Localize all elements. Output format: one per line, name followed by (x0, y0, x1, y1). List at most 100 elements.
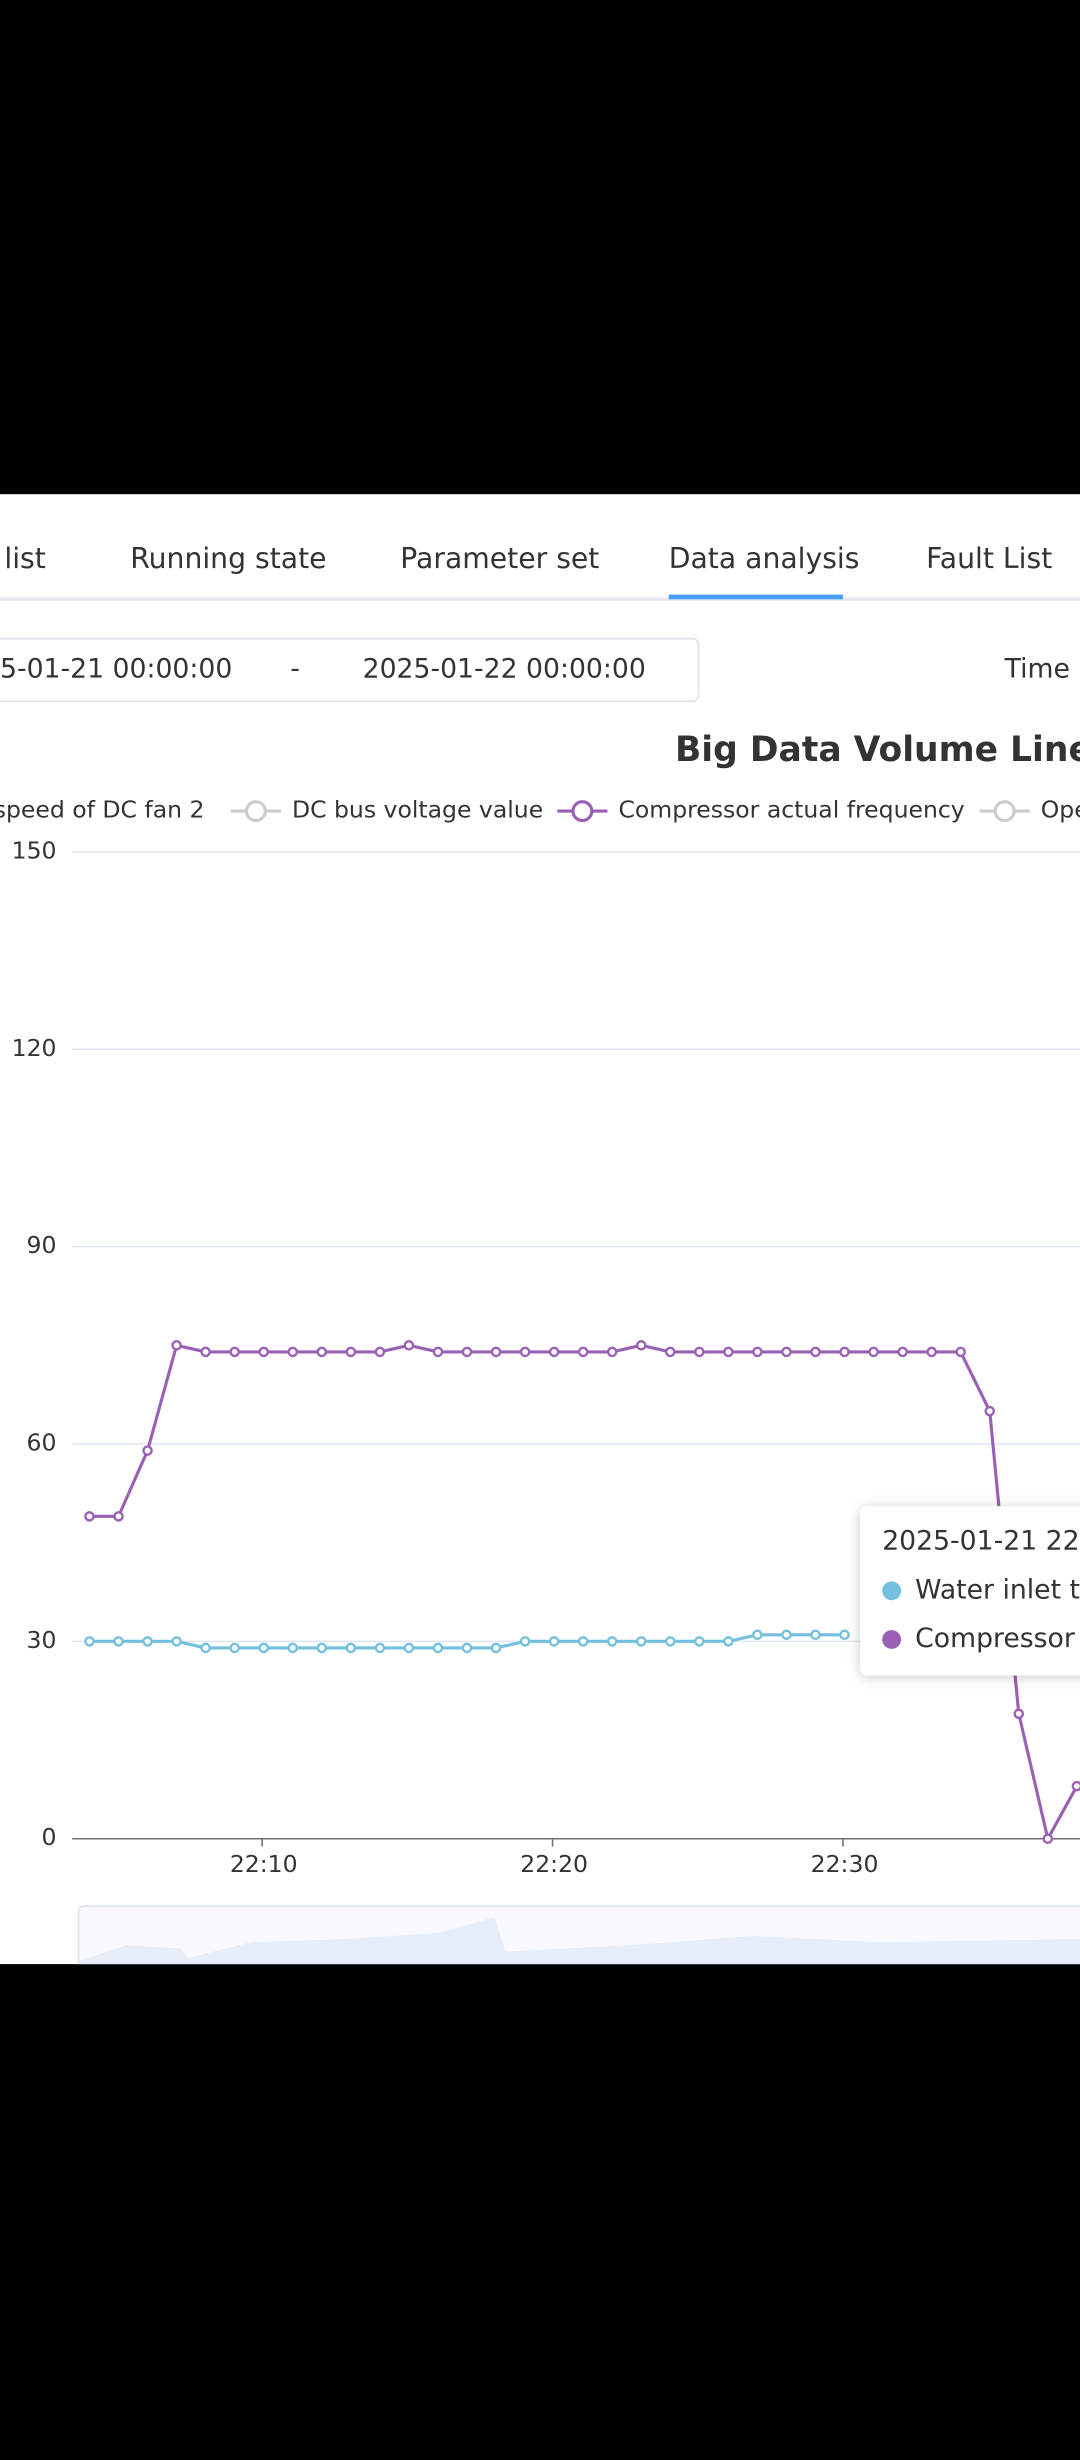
active-tab-underline (668, 594, 843, 600)
tab[interactable]: Data analysis (669, 542, 860, 575)
tooltip-dot (882, 1581, 902, 1601)
data-point (635, 1340, 647, 1351)
data-point (781, 1629, 792, 1641)
data-point (752, 1629, 763, 1641)
data-point (955, 1346, 966, 1358)
data-point (519, 1636, 531, 1647)
data-point (810, 1346, 821, 1358)
data-point (897, 1346, 908, 1358)
y-tick-label: 30 (27, 1626, 57, 1654)
data-point (374, 1346, 386, 1358)
data-point (984, 1405, 995, 1417)
data-point (490, 1346, 502, 1358)
data-point (665, 1636, 676, 1647)
data-point (461, 1346, 473, 1358)
data-point (84, 1511, 95, 1522)
data-point (723, 1346, 734, 1358)
panel (0, 494, 1080, 1965)
time-label: Time (1004, 653, 1070, 684)
data-point (868, 1346, 879, 1358)
tab[interactable]: Fault List (926, 542, 1052, 575)
x-tick-label: 22:20 (520, 1850, 588, 1878)
x-tick-label: 22:30 (811, 1850, 879, 1878)
y-tick-label: 150 (12, 836, 57, 864)
data-point (258, 1642, 269, 1654)
tab[interactable]: Running state (130, 542, 326, 575)
tab[interactable]: Parameter set (400, 542, 599, 575)
data-point (577, 1636, 589, 1647)
data-point (113, 1636, 124, 1647)
data-point (752, 1346, 763, 1358)
legend-icon (993, 800, 1016, 823)
data-point (839, 1629, 850, 1641)
data-point (287, 1642, 299, 1654)
data-point (694, 1346, 705, 1358)
data-point (229, 1642, 240, 1654)
data-point (171, 1636, 182, 1647)
data-point (694, 1636, 705, 1647)
data-point (113, 1511, 124, 1522)
legend-item[interactable]: Compressor actual frequency (618, 796, 964, 824)
y-tick-label: 120 (12, 1034, 57, 1062)
data-point (1042, 1833, 1054, 1844)
data-point (1013, 1708, 1025, 1719)
data-point (606, 1636, 618, 1647)
data-point (926, 1346, 937, 1358)
tooltip-box (860, 1506, 1080, 1676)
data-point (345, 1642, 357, 1654)
data-point (606, 1346, 618, 1358)
data-point (1071, 1780, 1080, 1792)
legend-item[interactable]: DC bus voltage value (292, 796, 543, 824)
legend-icon (571, 800, 594, 823)
legend-icon (244, 800, 267, 823)
backdrop-bottom (0, 1964, 1080, 2460)
data-point (723, 1636, 734, 1647)
data-point (374, 1642, 386, 1654)
data-point (490, 1642, 502, 1654)
data-point (142, 1445, 153, 1456)
data-point (403, 1340, 415, 1351)
legend-item[interactable]: speed of DC fan 2 (0, 796, 204, 824)
data-point (548, 1636, 560, 1647)
y-tick-label: 90 (27, 1231, 57, 1259)
data-point (258, 1346, 269, 1358)
tab[interactable]: t list (0, 542, 46, 575)
start-date[interactable]: 5-01-21 00:00:00 (0, 653, 232, 684)
tooltip-title: 2025-01-21 22 (882, 1526, 1079, 1557)
chart-title: Big Data Volume Line (675, 730, 1080, 770)
data-point (432, 1642, 444, 1654)
data-point (548, 1346, 560, 1358)
tooltip-dot (882, 1630, 902, 1649)
y-tick-label: 60 (27, 1428, 57, 1456)
data-point (839, 1346, 850, 1358)
data-point (229, 1346, 240, 1358)
y-tick-label: 0 (42, 1823, 57, 1851)
date-range-input[interactable] (0, 637, 700, 703)
data-point (287, 1346, 299, 1358)
data-point (432, 1346, 444, 1358)
data-point (200, 1642, 211, 1654)
data-point (171, 1340, 182, 1351)
tooltip-row: Water inlet t (915, 1574, 1080, 1605)
data-point (316, 1642, 328, 1654)
end-date[interactable]: 2025-01-22 00:00:00 (363, 653, 646, 684)
data-point (200, 1346, 211, 1358)
tooltip (860, 1506, 1080, 1676)
tooltip-row: Compressor (915, 1623, 1075, 1654)
data-point (403, 1642, 415, 1654)
data-point (345, 1346, 357, 1358)
x-tick-label: 22:10 (230, 1850, 298, 1878)
date-separator: - (290, 653, 300, 684)
data-point (635, 1636, 647, 1647)
data-point (316, 1346, 328, 1358)
data-point (84, 1636, 95, 1647)
data-point (665, 1346, 676, 1358)
data-point (810, 1629, 821, 1641)
data-point (519, 1346, 531, 1358)
data-point (781, 1346, 792, 1358)
legend-item[interactable]: Ope (1041, 796, 1080, 824)
data-point (142, 1636, 153, 1647)
zoom-preview (78, 1917, 1080, 1965)
